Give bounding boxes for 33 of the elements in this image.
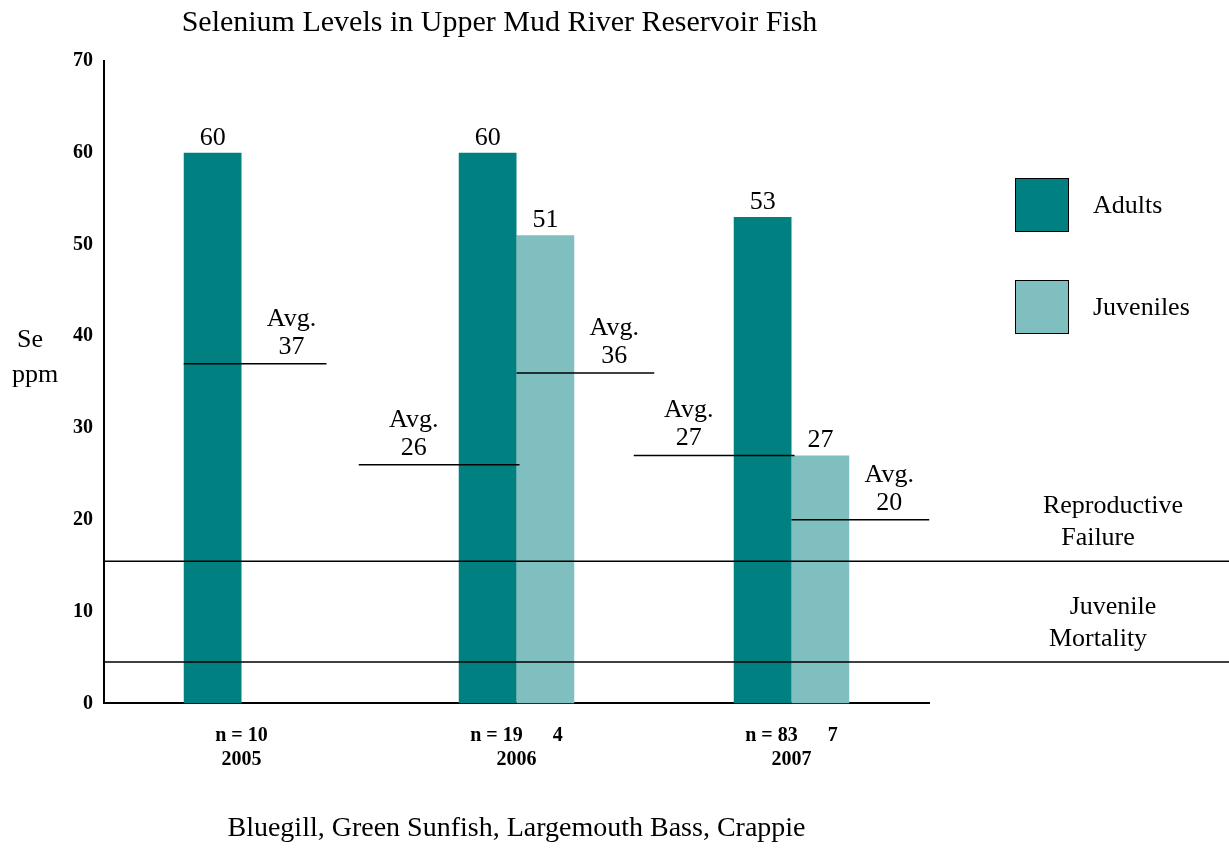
- x-axis-title: Bluegill, Green Sunfish, Largemouth Bass, Crappie: [227, 810, 806, 842]
- bar: [458, 152, 517, 704]
- annotation: Avg. 26: [389, 403, 439, 461]
- y-tick-label: 30: [73, 415, 93, 438]
- ref-line-label: Reproductive Failure: [1042, 489, 1184, 551]
- y-axis-title: Se ppm: [11, 323, 59, 388]
- annotation: Avg. 20: [864, 458, 914, 516]
- y-tick-label: 40: [73, 323, 93, 346]
- data-label: 27: [807, 424, 834, 454]
- data-label: 53: [749, 185, 776, 215]
- chart-title: Selenium Levels in Upper Mud River Reservoir Fish: [181, 3, 818, 37]
- y-tick-label: 50: [73, 231, 93, 254]
- data-label: 60: [474, 121, 501, 151]
- x-tick-label: n = 83 7 2007: [745, 722, 838, 769]
- annotation: Avg. 37: [266, 302, 317, 360]
- annotation: Avg. 36: [589, 311, 639, 369]
- bar: [733, 217, 792, 704]
- data-label: 60: [199, 121, 226, 151]
- x-tick-label: n = 19 4 2006: [470, 722, 563, 769]
- annotation: Avg. 27: [664, 394, 714, 452]
- y-tick-label: 20: [73, 507, 93, 530]
- data-label: 51: [532, 204, 559, 234]
- legend-label: Adults: [1093, 190, 1163, 220]
- legend-label: Juveniles: [1093, 292, 1190, 322]
- y-tick-label: 0: [83, 690, 93, 713]
- y-tick-label: 70: [73, 48, 93, 71]
- bar: [183, 152, 242, 704]
- y-tick-label: 60: [73, 139, 93, 162]
- y-tick-label: 10: [73, 598, 93, 621]
- ref-line-label: Juvenile Mortality: [1048, 590, 1157, 652]
- bar: [791, 455, 850, 704]
- bar: [516, 235, 575, 704]
- x-tick-label: n = 10 2005: [215, 722, 268, 769]
